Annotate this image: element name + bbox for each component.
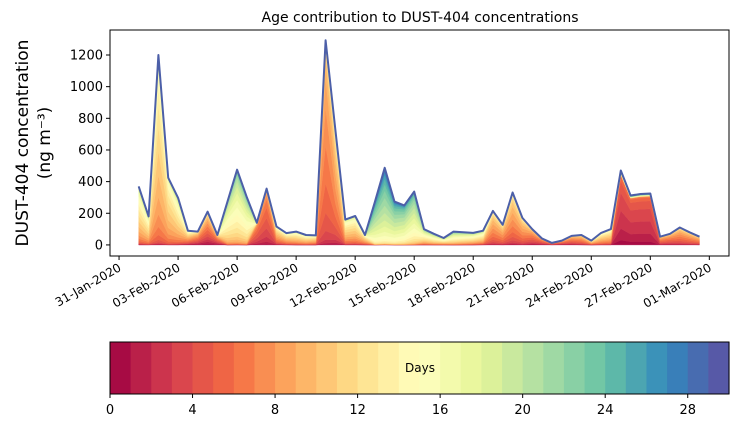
colorbar-tick-label: 12	[349, 403, 366, 418]
y-tick-label: 400	[78, 175, 103, 190]
plot-frame	[109, 29, 730, 257]
colorbar-bin-10	[316, 342, 338, 394]
y-tick-label: 0	[95, 238, 103, 253]
colorbar-bin-16	[440, 342, 462, 394]
colorbar-bin-19	[502, 342, 524, 394]
colorbar-tick-label: 0	[106, 403, 114, 418]
y-ticks: 0 200 400 600 800 1000 1200	[70, 49, 110, 253]
colorbar-bin-26	[646, 342, 668, 394]
colorbar-bin-3	[171, 342, 194, 394]
colorbar-bin-18	[481, 342, 503, 394]
colorbar-bin-12	[357, 342, 379, 394]
colorbar-bin-20	[522, 342, 544, 394]
y-axis-label-line2: (ng m⁻³)	[35, 107, 55, 180]
colorbar-bin-9	[295, 342, 317, 394]
colorbar-bin-4	[192, 342, 214, 394]
y-axis-label-line1: DUST-404 concentration	[13, 40, 33, 247]
colorbar-bin-1	[130, 342, 152, 394]
y-axis-label: DUST-404 concentration (ng m⁻³)	[13, 40, 55, 247]
y-tick-label: 1000	[70, 80, 103, 95]
y-tick-label: 200	[78, 207, 103, 222]
colorbar-bin-5	[213, 342, 235, 394]
colorbar-bin-24	[605, 342, 627, 394]
colorbar-bin-11	[336, 342, 359, 394]
colorbar-ticks: 0 4 8 12 16 20 24 28	[106, 394, 696, 418]
colorbar-bin-7	[254, 342, 276, 394]
colorbar-tick-label: 20	[514, 403, 531, 418]
y-tick-label: 800	[78, 112, 103, 127]
colorbar-tick-label: 16	[432, 403, 449, 418]
colorbar-bin-2	[151, 342, 173, 394]
colorbar-bin-14	[398, 342, 421, 394]
colorbar-bin-27	[667, 342, 689, 394]
colorbar-bin-0	[110, 342, 132, 394]
total-concentration-line	[137, 39, 700, 244]
colorbar-bin-28	[687, 342, 709, 394]
colorbar-bin-6	[233, 342, 256, 394]
colorbar-tick-label: 8	[271, 403, 279, 418]
x-ticks: 31-Jan-202003-Feb-202006-Feb-202009-Feb-…	[53, 256, 714, 311]
colorbar-frame	[109, 341, 730, 395]
colorbar-bin-8	[275, 342, 297, 394]
colorbar-bin-13	[378, 342, 400, 394]
y-tick-label: 600	[78, 143, 103, 158]
colorbar-bin-21	[543, 342, 565, 394]
colorbar-bin-25	[625, 342, 648, 394]
colorbar-tick-label: 4	[188, 403, 196, 418]
colorbar-bin-22	[563, 342, 586, 394]
colorbar-bin-15	[419, 342, 441, 394]
colorbar-tick-label: 28	[679, 403, 696, 418]
colorbar-bin-17	[460, 342, 482, 394]
colorbar-bin-23	[584, 342, 606, 394]
colorbar-tick-label: 24	[597, 403, 614, 418]
colorbar-label: Days	[405, 361, 435, 375]
y-tick-label: 1200	[70, 49, 103, 64]
colorbar-bin-29	[708, 342, 730, 394]
chart-title: Age contribution to DUST-404 concentrati…	[262, 10, 579, 26]
colorbar	[110, 342, 730, 394]
